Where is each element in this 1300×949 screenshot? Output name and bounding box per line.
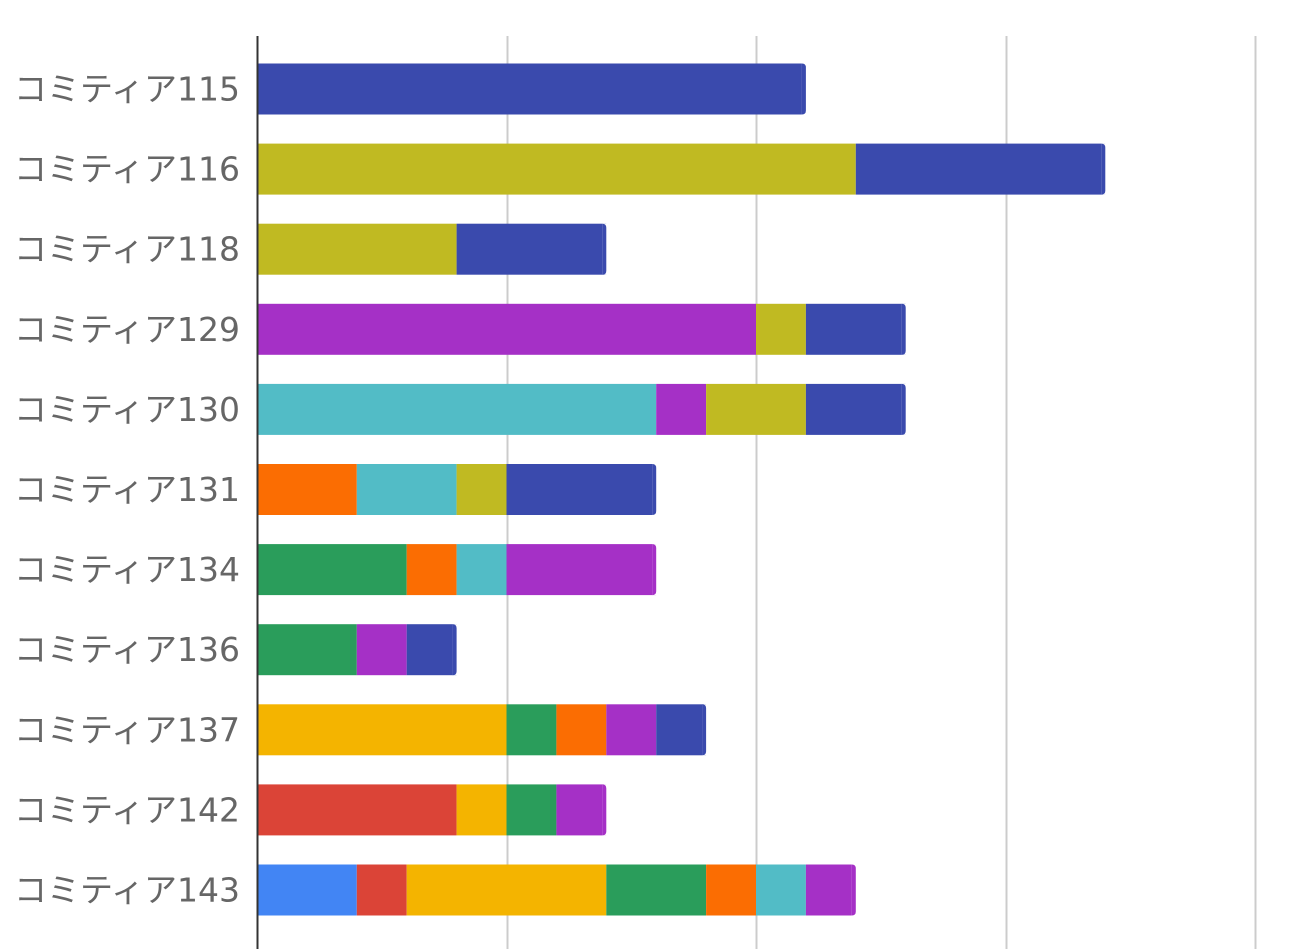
bar-segment [805,383,906,435]
bar-segment [656,704,707,756]
bar-segment [706,383,806,435]
bar-segment [257,223,457,275]
bar-segment [805,864,856,916]
bar-segment [656,383,707,435]
bar-segment [406,864,607,916]
bar-segment [406,624,457,676]
bar-segment [406,544,457,596]
bar-segment [706,864,756,916]
bar-segment [257,704,507,756]
bar-segment [257,464,357,515]
category-label: コミティア137 [14,710,240,749]
bar-segment [606,704,657,756]
bar-end-cap [652,544,657,596]
bar-segment [456,464,507,515]
category-label: コミティア115 [14,70,240,109]
bars [257,63,1107,916]
bar-end-cap [1101,143,1106,195]
bar-segment [257,143,856,195]
bar-end-cap [901,303,906,355]
bar-segment [506,784,557,836]
category-label: コミティア131 [14,470,240,509]
bar-segment [805,303,906,355]
bar-end-cap [851,864,856,916]
bar-segment [456,223,607,275]
bar-end-cap [702,704,707,756]
category-labels: コミティア115 コミティア116 コミティア118 コミティア129 コミティア130… [14,70,240,910]
bar-segment [556,784,607,836]
bar-segment [606,864,707,916]
bar-segment [756,864,806,916]
bar-segment [556,704,607,756]
bar-end-cap [452,624,457,676]
category-label: コミティア116 [14,150,240,189]
category-label: コミティア143 [14,871,240,910]
bar-end-cap [602,223,607,275]
category-label: コミティア129 [14,310,240,349]
bar-segment [257,864,357,916]
bar-end-cap [652,464,657,515]
bar-segment [756,303,806,355]
bar-segment [257,63,806,115]
bar-segment [506,704,557,756]
bar-segment [257,303,756,355]
bar-segment [257,383,657,435]
bar-segment [257,624,357,676]
bar-segment [356,624,407,676]
bar-segment [506,544,657,596]
bar-segment [356,864,407,916]
bar-segment [456,784,507,836]
bar-segment [257,544,407,596]
bar-segment [257,784,457,836]
category-label: コミティア134 [14,550,240,589]
bar-segment [456,544,507,596]
bar-end-cap [801,63,806,115]
bar-end-cap [901,383,906,435]
bar-segment [855,143,1106,195]
category-label: コミティア118 [14,230,240,269]
category-label: コミティア142 [14,790,240,829]
bar-end-cap [602,784,607,836]
category-label: コミティア136 [14,630,240,669]
bar-segment [506,464,657,515]
category-label: コミティア130 [14,390,240,429]
bar-segment [356,464,457,515]
